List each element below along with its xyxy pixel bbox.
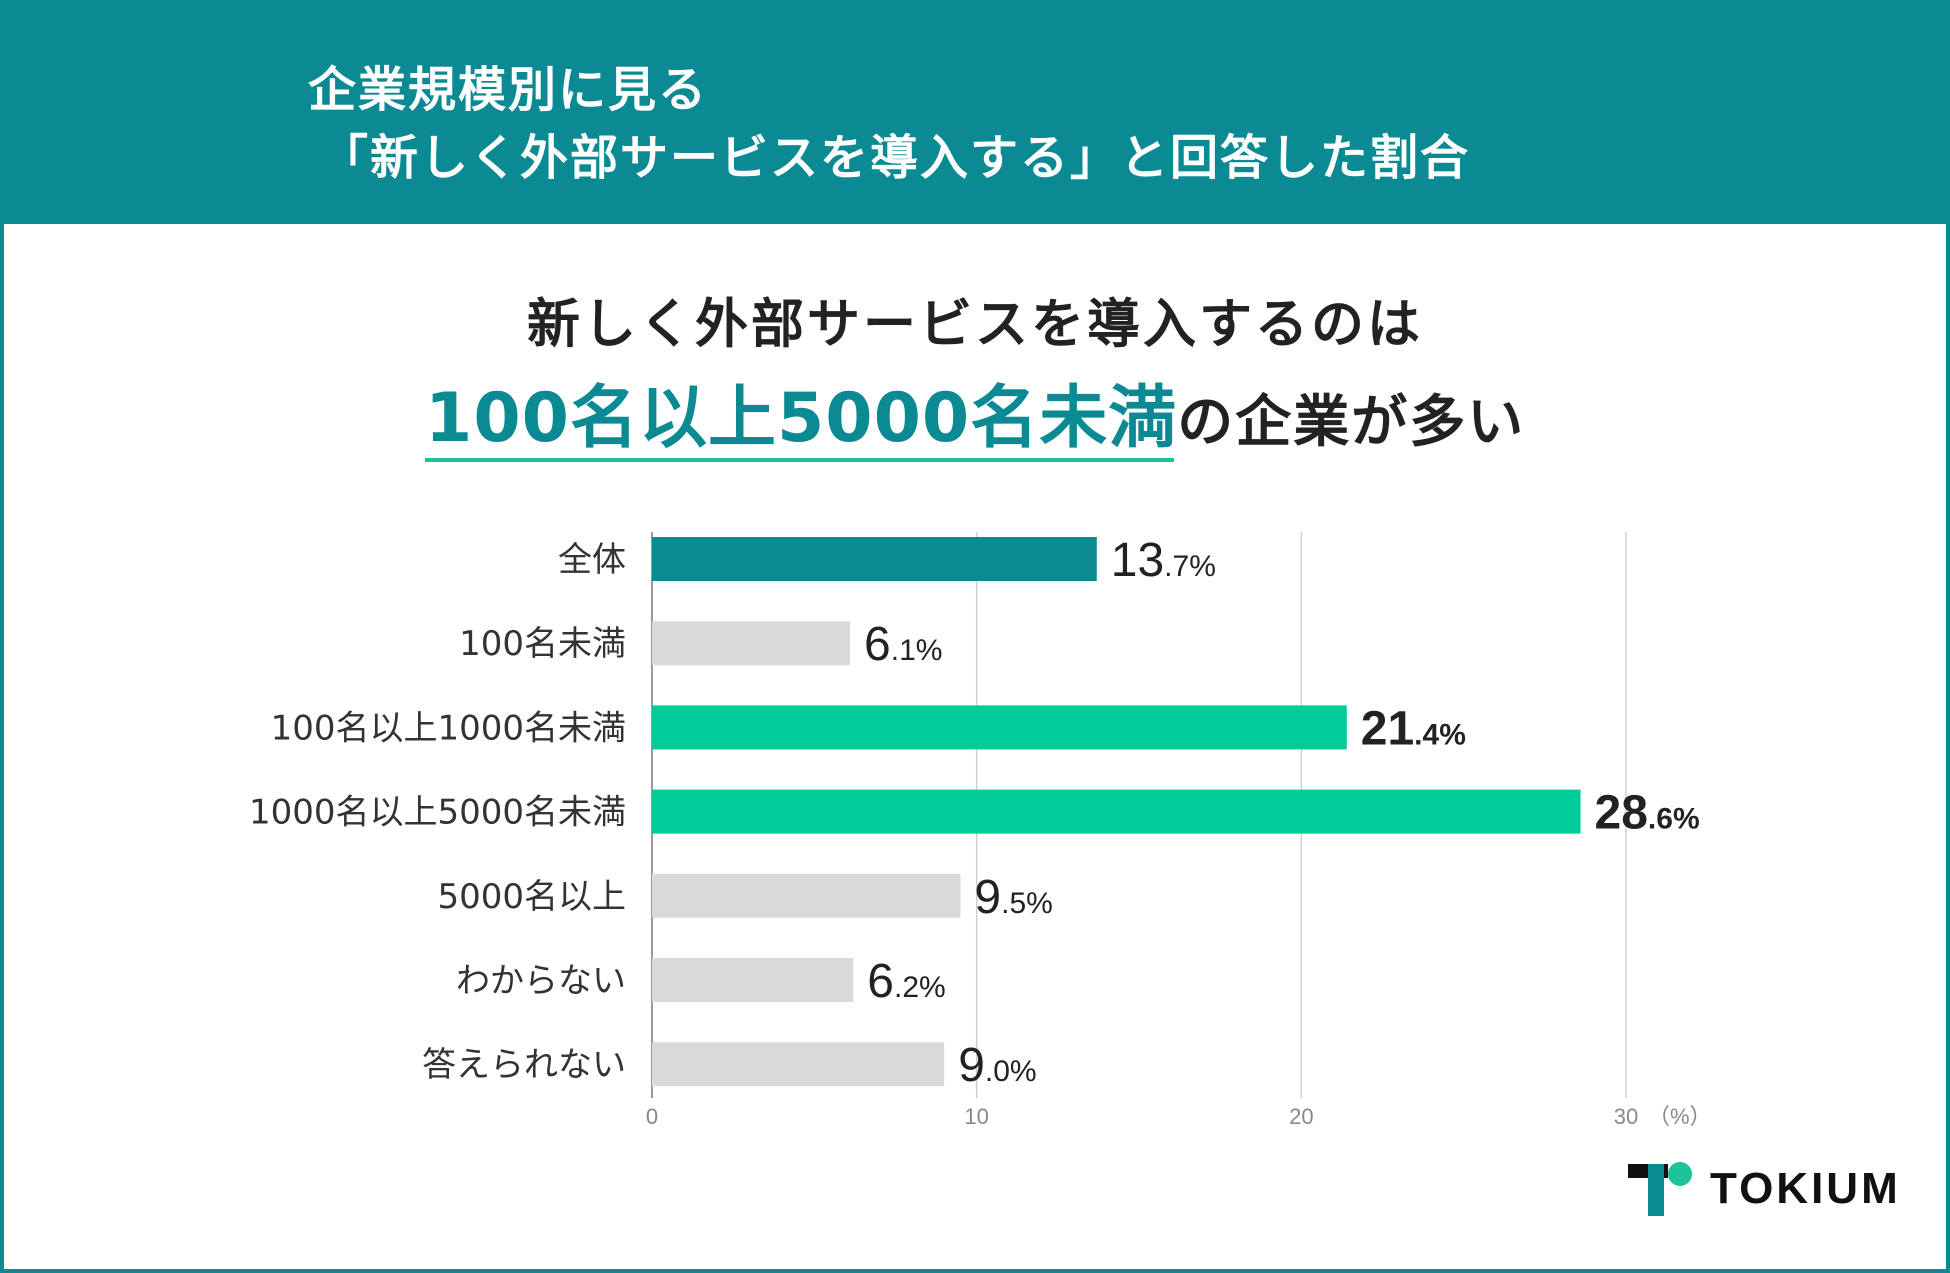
x-tick-label: 20 bbox=[1289, 1104, 1313, 1129]
value-label: 28.6% bbox=[1595, 787, 1700, 840]
value-label: 6.1% bbox=[864, 618, 942, 671]
bar bbox=[652, 621, 851, 666]
value-label: 21.4% bbox=[1361, 702, 1466, 755]
header-banner: 企業規模別に見る 「新しく外部サービスを導入する」と回答した割合 bbox=[0, 0, 1950, 224]
value-label-integer: 9 bbox=[958, 1039, 985, 1092]
value-label-integer: 21 bbox=[1361, 702, 1414, 755]
value-label-decimal: .5% bbox=[1001, 887, 1053, 920]
value-label-decimal: .1% bbox=[891, 634, 943, 667]
headline-underline bbox=[425, 458, 1174, 462]
category-label: 答えられない bbox=[422, 1045, 626, 1085]
value-label: 9.0% bbox=[958, 1039, 1036, 1092]
x-tick-label: 0 bbox=[646, 1104, 658, 1129]
x-tick-label: 30 bbox=[1614, 1104, 1638, 1129]
value-label-integer: 6 bbox=[867, 955, 894, 1008]
tokium-logo-icon bbox=[1628, 1162, 1692, 1216]
bar bbox=[652, 873, 961, 918]
value-label-integer: 6 bbox=[864, 618, 891, 671]
value-label-integer: 13 bbox=[1111, 534, 1164, 587]
value-label: 6.2% bbox=[867, 955, 945, 1008]
tokium-logo-text: TOKIUM bbox=[1710, 1164, 1901, 1213]
category-label: 全体 bbox=[558, 540, 626, 580]
value-label-integer: 9 bbox=[974, 871, 1001, 924]
value-label: 13.7% bbox=[1111, 534, 1216, 587]
headline-line-2: 100名以上5000名未満の企業が多い bbox=[425, 362, 1525, 461]
bar bbox=[652, 537, 1097, 581]
category-label: 5000名以上 bbox=[437, 877, 626, 917]
x-axis-unit: （%） bbox=[1648, 1104, 1712, 1129]
value-label: 9.5% bbox=[974, 871, 1052, 924]
value-label-integer: 28 bbox=[1595, 787, 1648, 840]
value-label-decimal: .6% bbox=[1648, 803, 1700, 836]
value-label-decimal: .4% bbox=[1414, 718, 1466, 751]
label-layer: 0 10 20 30 （%）全体 13.7%100名未満 6.1%100名以上1000名未満… bbox=[249, 534, 1712, 1129]
category-label: 100名以上1000名未満 bbox=[271, 708, 626, 748]
bar bbox=[652, 789, 1581, 834]
bar-layer bbox=[652, 537, 1581, 1087]
category-label: 100名未満 bbox=[459, 624, 626, 664]
x-tick-label: 10 bbox=[964, 1104, 988, 1129]
header-title-line-2: 「新しく外部サービスを導入する」と回答した割合 bbox=[320, 130, 1471, 186]
bar bbox=[652, 1042, 945, 1087]
category-label: わからない bbox=[456, 961, 626, 1001]
category-label: 1000名以上5000名未満 bbox=[249, 793, 626, 833]
value-label-decimal: .2% bbox=[894, 971, 946, 1004]
bar bbox=[652, 958, 854, 1002]
value-label-decimal: .0% bbox=[985, 1055, 1037, 1088]
headline-line-1: 新しく外部サービスを導入するのは bbox=[527, 294, 1423, 355]
headline-rest: の企業が多い bbox=[1177, 390, 1526, 455]
tokium-logo: TOKIUM bbox=[1628, 1160, 1908, 1220]
value-label-decimal: .7% bbox=[1164, 550, 1216, 583]
header-title-line-1: 企業規模別に見る bbox=[308, 62, 709, 118]
headline-highlight: 100名以上5000名未満 bbox=[425, 379, 1178, 458]
bar bbox=[652, 705, 1347, 750]
